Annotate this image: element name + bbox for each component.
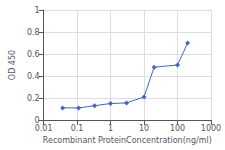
svg-text:0.1: 0.1 [71, 124, 84, 133]
svg-text:0.6: 0.6 [27, 50, 40, 59]
svg-text:0: 0 [34, 115, 40, 125]
svg-text:Recombinant ProteinConcentrati: Recombinant ProteinConcentration(ng/ml) [43, 136, 212, 145]
svg-text:0.8: 0.8 [27, 28, 40, 37]
svg-text:OD 450: OD 450 [8, 50, 17, 80]
svg-text:0.2: 0.2 [27, 94, 40, 103]
svg-text:100: 100 [170, 124, 185, 133]
svg-text:10: 10 [139, 124, 149, 133]
svg-text:1000: 1000 [201, 124, 221, 133]
svg-text:1: 1 [108, 124, 113, 133]
svg-text:1: 1 [35, 6, 40, 15]
svg-text:0.01: 0.01 [35, 124, 53, 133]
svg-text:0.4: 0.4 [27, 72, 40, 81]
